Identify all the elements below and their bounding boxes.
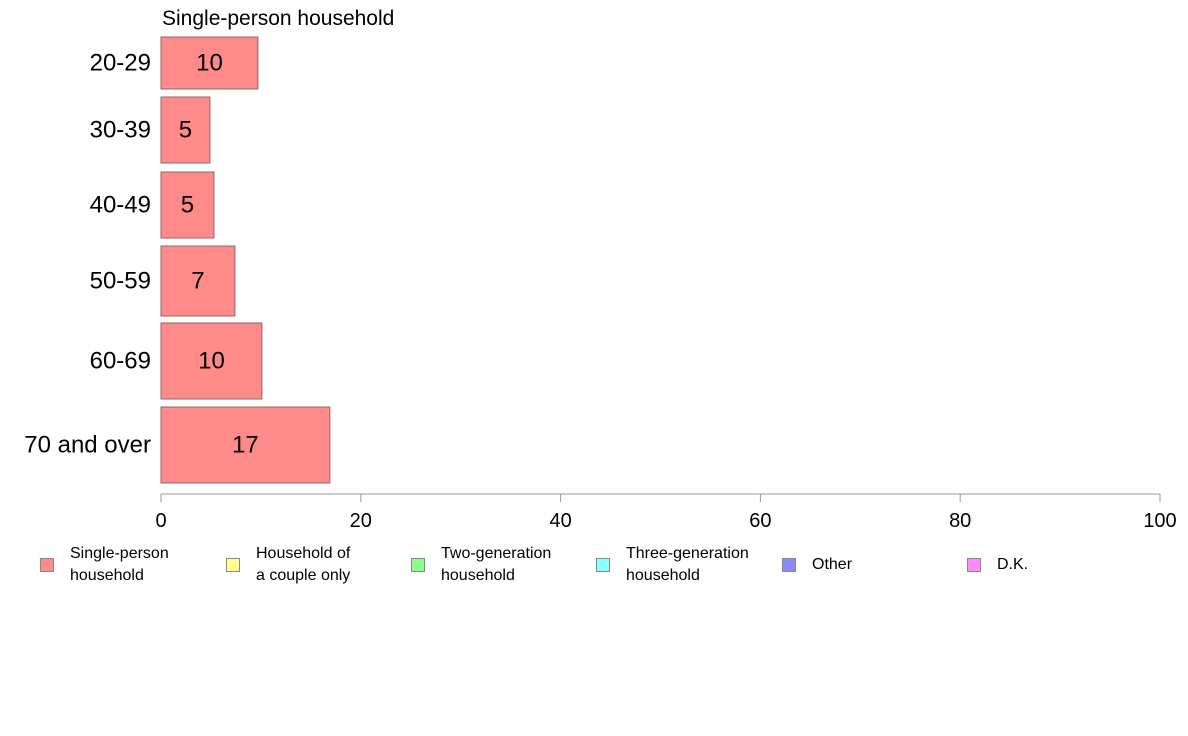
legend-swatch — [40, 558, 54, 572]
legend-item: Two-generation household — [411, 543, 551, 587]
legend-swatch — [782, 558, 796, 572]
legend-label: Single-person household — [70, 545, 169, 584]
legend-label: Other — [812, 556, 853, 573]
bar-value-label: 5 — [181, 192, 194, 219]
legend-label: Two-generation household — [441, 545, 552, 584]
legend-item: Other — [782, 543, 852, 587]
legend-item: Three-generation household — [596, 543, 749, 587]
x-tick-label: 60 — [749, 510, 771, 532]
legend-swatch — [967, 558, 981, 572]
x-axis: 0 20 40 60 80 100 — [155, 493, 1177, 532]
category-label: 40-49 — [90, 192, 151, 219]
category-label: 20-29 — [90, 50, 151, 77]
legend-item: Single-person household — [40, 543, 169, 587]
bar — [160, 36, 259, 90]
category-label: 60-69 — [90, 348, 151, 375]
x-tick-label: 40 — [549, 510, 571, 532]
legend-label: Three-generation household — [626, 545, 749, 584]
legend-label: Household of a couple only — [256, 545, 351, 584]
bar — [160, 322, 263, 400]
bar-value-label: 7 — [191, 268, 204, 295]
legend-swatch — [411, 558, 425, 572]
x-tick-label: 20 — [350, 510, 372, 532]
category-label: 50-59 — [90, 268, 151, 295]
bar — [160, 406, 331, 484]
legend-item: D.K. — [967, 543, 1028, 587]
bar — [160, 96, 211, 164]
x-tick-label: 0 — [155, 510, 166, 532]
legend-label: D.K. — [997, 556, 1029, 573]
bar-value-label: 5 — [179, 117, 192, 144]
category-label: 70 and over — [24, 432, 151, 459]
legend: Single-person household Household of a co… — [40, 543, 1170, 593]
legend-item: Household of a couple only — [226, 543, 350, 587]
x-tick-label: 80 — [949, 510, 971, 532]
category-label: 30-39 — [90, 117, 151, 144]
bars-group: 20-29 10 30-39 5 40-49 5 50-59 7 60-69 10 70 and o… — [24, 36, 331, 484]
bar-value-label: 10 — [198, 348, 225, 375]
bar — [160, 171, 215, 239]
legend-swatch — [596, 558, 610, 572]
x-tick-label: 100 — [1143, 510, 1176, 532]
bar-value-label: 10 — [196, 50, 223, 77]
legend-swatch — [226, 558, 240, 572]
chart-title: Single-person household — [162, 7, 394, 30]
bar-chart: Single-person household 20-29 10 30-39 5 40-… — [24, 7, 1177, 532]
bar — [160, 245, 236, 317]
bar-value-label: 17 — [232, 432, 259, 459]
